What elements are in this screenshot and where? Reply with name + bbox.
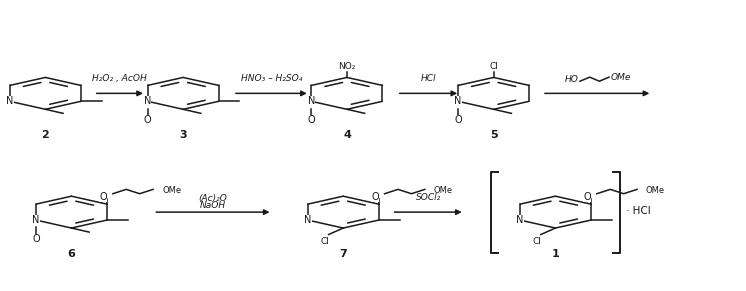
Text: OMe: OMe [162,186,181,195]
Text: N: N [516,215,524,225]
Text: O: O [144,115,151,125]
Text: O: O [372,192,379,202]
Text: 7: 7 [339,249,347,259]
Text: (Ac)₂O: (Ac)₂O [198,194,228,203]
Text: O: O [583,192,591,202]
Text: H₂O₂ , AcOH: H₂O₂ , AcOH [93,74,147,83]
Text: Cl: Cl [321,237,329,246]
Text: HO: HO [565,75,578,84]
Text: N: N [6,96,13,106]
Text: Cl: Cl [489,62,498,71]
Text: O: O [307,115,316,125]
Text: N: N [144,96,151,106]
Text: OMe: OMe [610,73,631,82]
Text: HNO₃ – H₂SO₄: HNO₃ – H₂SO₄ [241,74,302,83]
Text: 4: 4 [343,130,351,140]
Text: 3: 3 [179,130,187,140]
Text: NO₂: NO₂ [338,62,356,71]
Text: OMe: OMe [433,186,453,195]
Text: NaOH: NaOH [200,201,226,210]
Text: Cl: Cl [533,237,542,246]
Text: 6: 6 [67,249,75,259]
Text: O: O [32,234,40,244]
Text: N: N [32,215,40,225]
Text: · HCl: · HCl [626,206,651,216]
Text: 2: 2 [42,130,49,140]
Text: O: O [99,192,107,202]
Text: 1: 1 [551,249,560,259]
Text: O: O [454,115,462,125]
Text: OMe: OMe [646,186,665,195]
Text: HCl: HCl [421,74,436,83]
Text: SOCl₂: SOCl₂ [416,193,441,202]
Text: N: N [454,96,462,106]
Text: N: N [308,96,315,106]
Text: 5: 5 [490,130,498,140]
Text: N: N [304,215,311,225]
